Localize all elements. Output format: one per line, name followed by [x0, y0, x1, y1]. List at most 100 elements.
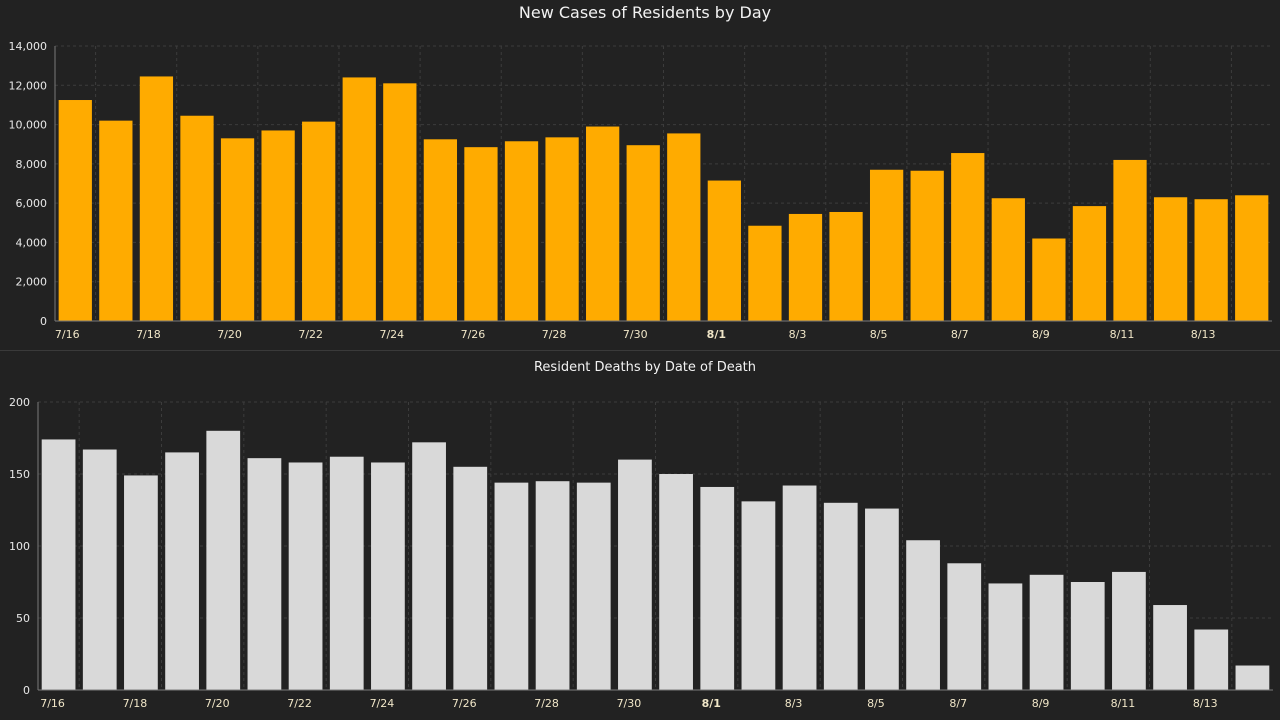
y-tick-label: 200: [9, 396, 30, 409]
bar-7-30[interactable]: [626, 145, 660, 321]
bar-8-6[interactable]: [906, 540, 940, 690]
y-tick-label: 50: [16, 612, 30, 625]
bar-7-22[interactable]: [288, 462, 323, 690]
bar-8-9[interactable]: [1032, 238, 1066, 322]
bar-8-5[interactable]: [869, 169, 904, 321]
x-tick-label: 8/9: [1032, 697, 1050, 710]
bar-7-21[interactable]: [247, 458, 282, 690]
resident-deaths-bar-chart: Resident Deaths by Date of Death 0 50 100 15…: [9, 360, 1273, 710]
bar-7-20[interactable]: [206, 430, 241, 690]
bar-7-28[interactable]: [545, 137, 579, 321]
bar-8-6[interactable]: [910, 170, 944, 321]
bar-7-23[interactable]: [342, 77, 376, 321]
bar-7-17[interactable]: [82, 449, 117, 690]
bar-8-4[interactable]: [823, 502, 858, 690]
bar-8-11[interactable]: [1113, 159, 1147, 321]
x-tick-label: 8/9: [1032, 328, 1050, 341]
bar-7-25[interactable]: [423, 139, 458, 321]
y-tick-label: 12,000: [9, 79, 48, 92]
bar-8-10[interactable]: [1070, 582, 1105, 690]
bar-8-13[interactable]: [1194, 199, 1228, 321]
x-tick-label: 8/1: [702, 697, 721, 710]
y-tick-label: 100: [9, 540, 30, 553]
y-tick-label: 2,000: [16, 276, 48, 289]
bar-8-1[interactable]: [700, 486, 735, 690]
bar-8-2[interactable]: [748, 225, 782, 321]
bar-8-2[interactable]: [741, 501, 776, 690]
x-tick-label: 7/18: [123, 697, 148, 710]
bar-8-1[interactable]: [707, 180, 741, 321]
x-tick-label: 7/22: [287, 697, 312, 710]
bar-7-26[interactable]: [464, 147, 498, 321]
x-tick-label: 8/11: [1111, 697, 1136, 710]
bar-8-11[interactable]: [1112, 571, 1146, 690]
x-tick-label: 8/5: [867, 697, 885, 710]
resident-deaths-chart-panel: Resident Deaths by Date of Death 0 50 100 15…: [0, 351, 1280, 720]
bar-8-3[interactable]: [788, 213, 823, 321]
bar-8-8[interactable]: [991, 198, 1025, 321]
bar-7-23[interactable]: [329, 456, 364, 690]
x-tick-label: 7/28: [542, 328, 567, 341]
x-tick-label: 8/7: [951, 328, 969, 341]
x-tick-label: 7/24: [379, 328, 404, 341]
x-tick-label: 7/16: [40, 697, 65, 710]
bar-7-27[interactable]: [494, 482, 529, 690]
bar-7-18[interactable]: [139, 76, 174, 321]
bar-7-20[interactable]: [220, 138, 255, 321]
bar-8-8[interactable]: [988, 583, 1023, 690]
bar-8-14[interactable]: [1235, 195, 1269, 321]
bar-7-17[interactable]: [99, 120, 133, 322]
bar-7-19[interactable]: [180, 115, 214, 321]
y-tick-label: 6,000: [16, 197, 48, 210]
bar-7-16[interactable]: [58, 100, 92, 322]
bar-7-26[interactable]: [453, 466, 488, 690]
bar-7-16[interactable]: [41, 439, 76, 690]
bar-7-18[interactable]: [124, 475, 158, 690]
bar-7-21[interactable]: [261, 130, 295, 321]
bar-7-30[interactable]: [618, 459, 652, 690]
bar-8-4[interactable]: [829, 211, 863, 321]
bar-7-22[interactable]: [302, 121, 336, 321]
bar-8-10[interactable]: [1072, 206, 1107, 321]
x-tick-label: 7/30: [617, 697, 642, 710]
bar-8-9[interactable]: [1029, 574, 1064, 690]
bar-7-19[interactable]: [165, 452, 199, 690]
bar-7-31[interactable]: [659, 474, 693, 690]
x-tick-label: 8/11: [1110, 328, 1135, 341]
bar-8-7[interactable]: [947, 563, 982, 690]
bar-7-29[interactable]: [576, 482, 611, 690]
new-cases-bar-chart: New Cases of Residents by Day 0 2,000 4,000…: [9, 3, 1272, 341]
x-tick-label: 7/26: [452, 697, 477, 710]
bar-8-5[interactable]: [865, 508, 899, 690]
x-tick-label: 7/26: [461, 328, 486, 341]
x-tick-label: 8/5: [870, 328, 888, 341]
panel-divider: [0, 350, 1280, 351]
bar-8-3[interactable]: [782, 485, 817, 690]
bar-8-14[interactable]: [1235, 665, 1270, 690]
y-tick-label: 0: [23, 684, 30, 697]
bar-7-29[interactable]: [586, 126, 620, 322]
x-tick-label: 8/3: [789, 328, 807, 341]
bar-7-24[interactable]: [371, 462, 405, 690]
bar-8-12[interactable]: [1153, 605, 1187, 690]
bar-8-12[interactable]: [1153, 197, 1188, 321]
x-tick-label: 8/13: [1191, 328, 1216, 341]
y-tick-label: 150: [9, 468, 30, 481]
x-tick-label: 8/1: [707, 328, 726, 341]
bar-7-24[interactable]: [383, 83, 417, 321]
bar-7-28[interactable]: [535, 481, 570, 690]
bar-8-13[interactable]: [1194, 629, 1229, 690]
chart-title: Resident Deaths by Date of Death: [534, 360, 756, 375]
bar-7-27[interactable]: [504, 141, 539, 321]
y-tick-label: 8,000: [16, 158, 48, 171]
y-tick-label: 0: [40, 315, 47, 328]
x-tick-label: 7/20: [217, 328, 242, 341]
chart-title: New Cases of Residents by Day: [519, 3, 771, 22]
bar-7-31[interactable]: [667, 133, 701, 321]
y-tick-label: 4,000: [16, 236, 48, 249]
x-tick-label: 7/30: [623, 328, 648, 341]
bar-7-25[interactable]: [412, 442, 446, 690]
x-tick-label: 7/24: [370, 697, 395, 710]
bar-8-7[interactable]: [951, 153, 985, 321]
